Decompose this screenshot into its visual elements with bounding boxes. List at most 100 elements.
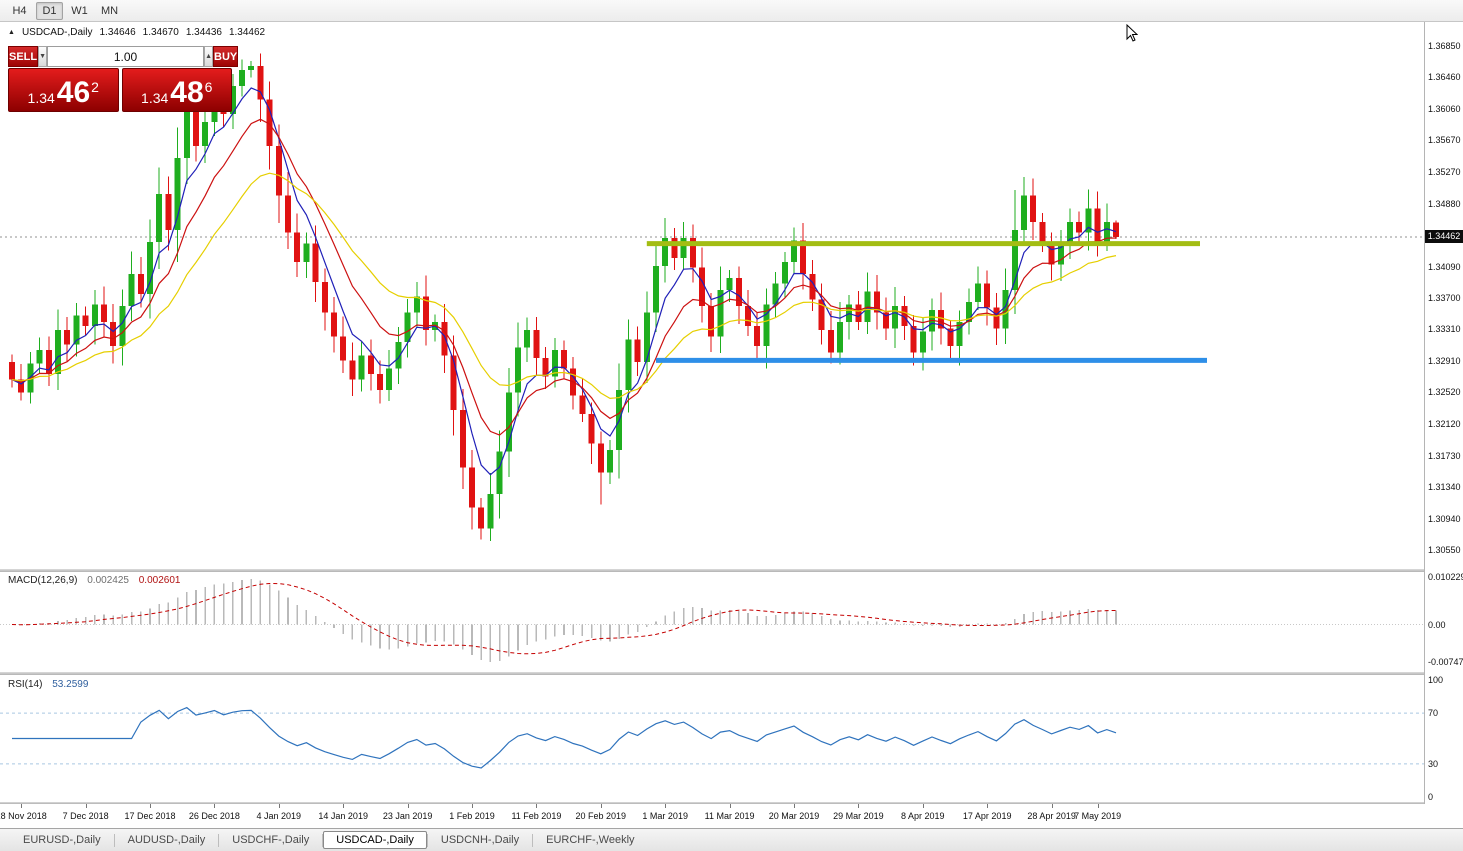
tab-usdcnh-daily[interactable]: USDCNH-,Daily <box>440 834 520 846</box>
time-axis-label: 1 Feb 2019 <box>449 811 495 821</box>
price-axis-label: 1.34090 <box>1428 261 1461 272</box>
time-axis-tick <box>794 804 795 808</box>
time-axis-label: 26 Dec 2018 <box>188 811 240 821</box>
timeframe-toolbar: H4 D1 W1 MN <box>0 0 1463 22</box>
chart-symbol-label: USDCAD-,Daily <box>21 27 93 38</box>
volume-increase-button[interactable]: ▲ <box>204 46 213 67</box>
time-axis[interactable]: 28 Nov 2018 7 Dec 2018 17 Dec 2018 26 Dec 2… <box>0 804 1424 828</box>
macd-signal-line <box>11 582 1117 655</box>
sell-price-pip-digit: 2 <box>91 79 99 95</box>
time-axis-label: 11 Mar 2019 <box>704 811 755 821</box>
timeframe-button-w1[interactable]: W1 <box>71 4 88 17</box>
price-chart-canvas[interactable] <box>0 22 1424 570</box>
tab-eurusd-daily[interactable]: EURUSD-,Daily <box>23 834 101 846</box>
panel-separator[interactable] <box>0 672 1463 675</box>
time-axis-tick <box>536 804 538 808</box>
macd-histogram <box>20 579 1117 662</box>
tab-separator <box>532 833 534 847</box>
tab-audusd-daily[interactable]: AUDUSD-,Daily <box>127 834 206 846</box>
candlesticks <box>9 53 1119 542</box>
time-axis-tick <box>600 804 602 808</box>
sell-price-prefix: 1.34 <box>27 89 55 106</box>
axis-separator <box>1424 22 1425 804</box>
panel-separator[interactable] <box>0 569 1463 572</box>
macd-value-main: 0.002425 <box>87 575 129 586</box>
macd-axis-label: 0.00 <box>1428 619 1446 630</box>
time-axis-tick <box>858 804 860 808</box>
timeframe-button-mn[interactable]: MN <box>100 4 119 17</box>
time-axis-label: 20 Feb 2019 <box>575 811 627 821</box>
tab-eurchf-weekly[interactable]: EURCHF-,Weekly <box>546 834 635 846</box>
time-axis-label: 11 Feb 2019 <box>511 811 562 821</box>
time-axis-label: 29 Mar 2019 <box>833 811 884 821</box>
price-axis-label: 1.31340 <box>1428 481 1461 492</box>
time-axis-tick <box>1097 804 1099 808</box>
rsi-name: RSI(14) <box>8 679 43 690</box>
time-axis-tick <box>922 804 924 808</box>
sell-price-display[interactable]: 1.34 46 2 <box>8 68 119 112</box>
price-axis-label: 1.32520 <box>1428 387 1461 398</box>
time-axis-tick <box>407 804 409 808</box>
time-axis-tick <box>1051 804 1053 808</box>
timeframe-button-d1[interactable]: D1 <box>36 1 63 20</box>
rsi-line <box>12 706 1117 769</box>
time-axis-tick <box>214 804 216 808</box>
tab-usdcad-daily[interactable]: USDCAD-,Daily <box>323 831 427 849</box>
price-axis-label: 1.33310 <box>1428 324 1461 335</box>
one-click-collapse-icon[interactable]: ▲ <box>8 29 15 36</box>
time-axis-label: 7 Dec 2018 <box>62 811 109 821</box>
buy-price-prefix: 1.34 <box>141 89 169 106</box>
buy-price-big-digits: 48 <box>170 76 204 110</box>
rsi-value: 53.2599 <box>52 679 89 690</box>
rsi-axis-label: 0 <box>1428 792 1434 802</box>
price-axis-label: 1.36460 <box>1428 72 1461 83</box>
price-axis-label: 1.30940 <box>1428 513 1461 524</box>
buy-button[interactable]: BUY <box>213 46 239 67</box>
time-axis-tick <box>150 804 151 808</box>
time-axis-tick <box>278 804 280 808</box>
ohlc-close-value: 1.34462 <box>228 27 266 38</box>
panel-separator <box>0 802 1463 804</box>
time-axis-label: 17 Apr 2019 <box>962 811 1012 821</box>
time-axis-tick <box>472 804 473 808</box>
time-axis-tick <box>343 804 345 808</box>
sell-button[interactable]: SELL <box>8 46 39 67</box>
price-axis[interactable]: 1.34462 1.36850 1.36460 1.36060 1.35670 1.35… <box>1425 0 1463 828</box>
macd-axis-label: 0.010229 <box>1428 572 1463 582</box>
time-axis-tick <box>987 804 989 808</box>
macd-name: MACD(12,26,9) <box>8 575 78 586</box>
tab-separator <box>218 833 220 847</box>
time-axis-label: 23 Jan 2019 <box>382 811 433 821</box>
price-axis-label: 1.35670 <box>1428 135 1461 146</box>
ma-line-5 <box>11 87 1117 476</box>
price-axis-label: 1.32910 <box>1428 356 1461 367</box>
price-axis-label: 1.34880 <box>1428 198 1461 209</box>
macd-axis-label: -0.007477 <box>1428 656 1463 667</box>
tab-usdchf-daily[interactable]: USDCHF-,Daily <box>232 834 310 846</box>
price-axis-label: 1.32120 <box>1428 419 1461 430</box>
tab-separator <box>426 833 428 847</box>
ohlc-open-value: 1.34646 <box>99 27 136 38</box>
rsi-indicator-label: RSI(14) 53.2599 <box>8 679 88 690</box>
sell-price-big-digits: 46 <box>56 76 91 110</box>
rsi-indicator-canvas[interactable] <box>0 675 1424 802</box>
timeframe-button-h4[interactable]: H4 <box>12 4 27 17</box>
current-price-tag: 1.34462 <box>1425 230 1463 244</box>
volume-input[interactable] <box>47 46 205 67</box>
buy-price-pip-digit: 6 <box>204 79 213 95</box>
buy-price-display[interactable]: 1.34 48 6 <box>121 68 232 112</box>
macd-value-signal: 0.002601 <box>138 575 181 586</box>
time-axis-label: 20 Mar 2019 <box>768 811 820 821</box>
time-axis-label: 17 Dec 2018 <box>124 811 176 821</box>
time-axis-tick <box>85 804 87 808</box>
chart-title-bar: ▲ USDCAD-,Daily 1.34646 1.34670 1.34436 … <box>8 27 265 38</box>
price-axis-label: 1.36060 <box>1428 104 1461 115</box>
macd-indicator-canvas[interactable] <box>0 572 1424 672</box>
rsi-axis-label: 100 <box>1428 675 1444 685</box>
price-axis-label: 1.31730 <box>1428 450 1461 461</box>
rsi-axis-label: 30 <box>1428 758 1439 769</box>
price-axis-label: 1.36850 <box>1428 41 1461 51</box>
volume-decrease-button[interactable]: ▼ <box>38 46 48 67</box>
price-axis-label: 1.35270 <box>1428 167 1461 178</box>
